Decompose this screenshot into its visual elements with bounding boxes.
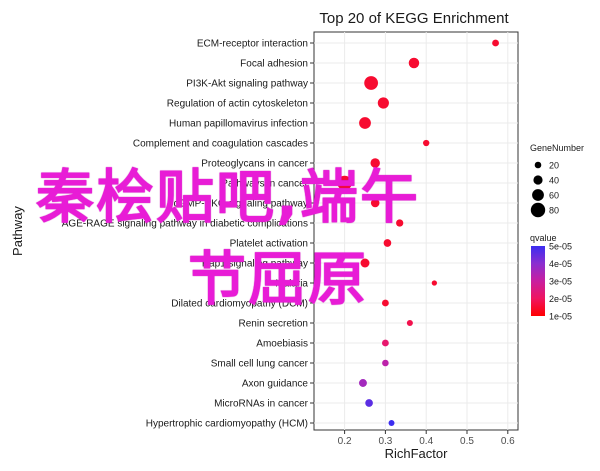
pathway-label: ECM-receptor interaction bbox=[197, 39, 308, 50]
data-point bbox=[406, 319, 413, 327]
size-legend-dot bbox=[533, 175, 543, 185]
pathway-label: Regulation of actin cytoskeleton bbox=[167, 99, 308, 110]
x-tick-label: 0.5 bbox=[460, 436, 474, 447]
data-point bbox=[396, 219, 404, 227]
x-tick-label: 0.6 bbox=[501, 436, 515, 447]
pathway-label: MicroRNAs in cancer bbox=[214, 399, 309, 410]
color-legend: qvalue 5e-05 4e-05 3e-05 2e-05 1e-05 bbox=[530, 233, 572, 322]
data-point bbox=[492, 39, 499, 47]
x-tick-label: 0.2 bbox=[338, 436, 352, 447]
size-legend-label: 80 bbox=[549, 206, 559, 216]
pathway-label: Amoebiasis bbox=[256, 339, 308, 350]
pathway-label: Small cell lung cancer bbox=[211, 359, 309, 370]
data-point bbox=[381, 339, 389, 347]
x-tick-label: 0.4 bbox=[419, 436, 433, 447]
data-point bbox=[365, 399, 373, 407]
pathway-label: Pathways in cancer bbox=[221, 179, 308, 190]
data-points bbox=[337, 39, 499, 426]
color-legend-label: 5e-05 bbox=[549, 242, 572, 252]
color-legend-bar bbox=[531, 246, 545, 316]
pathway-label: PI3K-Akt signaling pathway bbox=[186, 79, 308, 90]
chart-title: Top 20 of KEGG Enrichment bbox=[319, 10, 509, 27]
data-point bbox=[431, 280, 438, 286]
pathway-label: Renin secretion bbox=[239, 319, 308, 330]
pathway-label: Rap1 signaling pathway bbox=[202, 259, 308, 270]
x-tick-label: 0.3 bbox=[378, 436, 392, 447]
data-point bbox=[423, 139, 430, 147]
x-axis-title: RichFactor bbox=[385, 446, 449, 461]
data-point bbox=[359, 379, 367, 387]
size-legend-label: 60 bbox=[549, 191, 559, 201]
data-point bbox=[382, 359, 389, 367]
y-axis-title: Pathway bbox=[10, 206, 25, 256]
data-point bbox=[359, 117, 371, 129]
pathway-label: Dilated cardiomyopathy (DCM) bbox=[171, 299, 308, 310]
data-point bbox=[360, 258, 370, 268]
x-axis-ticks: 0.2 0.3 0.4 0.5 0.6 bbox=[338, 430, 515, 447]
data-point bbox=[364, 76, 378, 90]
pathway-label: Platelet activation bbox=[230, 239, 308, 250]
size-legend-label: 20 bbox=[549, 161, 559, 171]
data-point bbox=[381, 299, 389, 307]
grid-lines bbox=[314, 32, 518, 430]
pathway-label: Axon guidance bbox=[242, 379, 309, 390]
color-legend-label: 1e-05 bbox=[549, 312, 572, 322]
pathway-labels: ECM-receptor interaction Focal adhesion PI… bbox=[62, 39, 314, 430]
data-point bbox=[370, 198, 380, 208]
size-legend-title: GeneNumber bbox=[530, 143, 584, 153]
color-legend-label: 4e-05 bbox=[549, 259, 572, 269]
size-legend-dot bbox=[534, 161, 542, 169]
color-legend-label: 2e-05 bbox=[549, 294, 572, 304]
color-legend-label: 3e-05 bbox=[549, 277, 572, 287]
pathway-label: AGE-RAGE signaling pathway in diabetic c… bbox=[62, 219, 308, 230]
pathway-label: Complement and coagulation cascades bbox=[133, 139, 308, 150]
data-point bbox=[388, 420, 395, 426]
data-point bbox=[337, 175, 352, 191]
data-point bbox=[377, 97, 389, 109]
data-point bbox=[383, 239, 392, 247]
pathway-label: Human papillomavirus infection bbox=[169, 119, 308, 130]
color-legend-title: qvalue bbox=[530, 233, 557, 243]
size-legend-dot bbox=[530, 202, 546, 218]
plot-panel bbox=[313, 31, 519, 431]
size-legend: GeneNumber 20 40 60 80 bbox=[530, 143, 584, 218]
pathway-label: Hypertrophic cardiomyopathy (HCM) bbox=[146, 419, 308, 430]
pathway-label: cGMP-PKG signaling pathway bbox=[173, 199, 308, 210]
size-legend-label: 40 bbox=[549, 176, 559, 186]
data-point bbox=[370, 158, 380, 168]
size-legend-dot bbox=[532, 189, 544, 201]
pathway-label: Focal adhesion bbox=[240, 59, 308, 70]
pathway-label: Malaria bbox=[275, 279, 308, 290]
pathway-label: Proteoglycans in cancer bbox=[201, 159, 308, 170]
data-point bbox=[408, 57, 420, 69]
